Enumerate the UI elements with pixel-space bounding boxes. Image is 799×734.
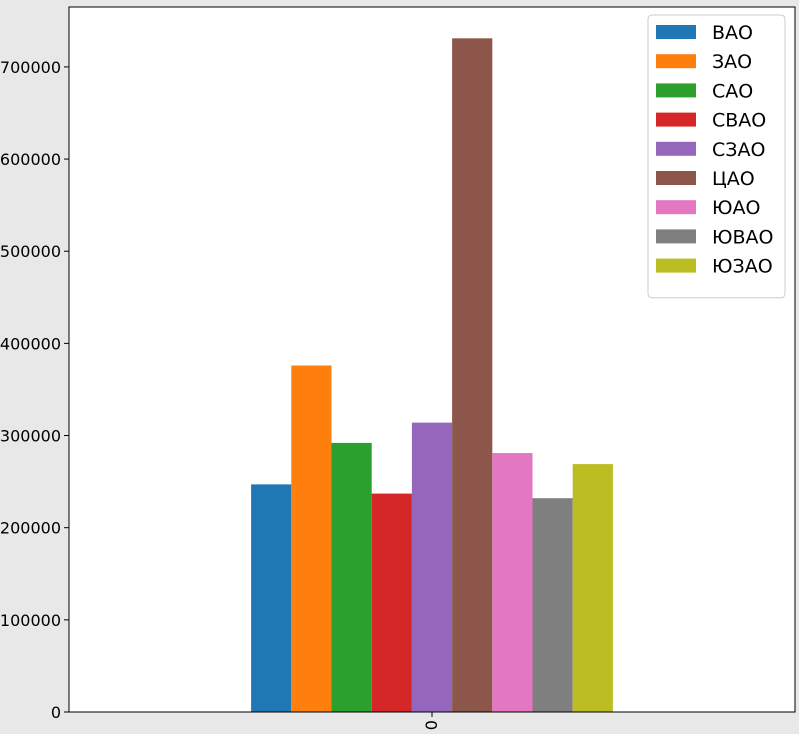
legend-swatch-9 (656, 258, 696, 273)
bar-8 (532, 498, 573, 712)
bar-1 (251, 484, 292, 712)
legend-label-6: ЦАО (712, 168, 755, 190)
legend-label-2: ЗАО (712, 51, 752, 73)
legend-label-8: ЮВАО (712, 226, 774, 248)
legend-swatch-2 (656, 54, 696, 69)
y-tick-label-4: 400000 (0, 334, 61, 353)
bars-group (251, 38, 613, 712)
legend-swatch-4 (656, 112, 696, 127)
y-tick-label-2: 200000 (0, 519, 61, 538)
bar-9 (572, 464, 613, 712)
bar-4 (371, 493, 412, 712)
legend: ВАО ЗАО САО СВАО СЗАО ЦАО ЮАО ЮВАО ЮЗАО (647, 14, 786, 299)
legend-label-1: ВАО (712, 22, 753, 44)
x-axis: 0 (422, 712, 441, 730)
bar-6 (452, 38, 493, 712)
bar-5 (411, 422, 453, 712)
y-tick-label-6: 600000 (0, 150, 61, 169)
y-tick-label-3: 300000 (0, 427, 61, 446)
y-tick-label-7: 700000 (0, 58, 61, 77)
legend-swatch-8 (656, 229, 696, 244)
x-tick-label-0: 0 (422, 720, 441, 730)
y-tick-label-1: 100000 (0, 611, 61, 630)
legend-label-5: СЗАО (712, 139, 765, 161)
y-tick-label-5: 500000 (0, 242, 61, 261)
legend-swatch-7 (656, 200, 696, 215)
legend-label-7: ЮАО (712, 197, 760, 219)
y-tick-label-0: 0 (51, 703, 61, 722)
legend-swatch-1 (656, 25, 696, 39)
bar-3 (331, 442, 372, 712)
bar-2 (291, 365, 332, 712)
legend-swatch-6 (656, 171, 696, 185)
legend-label-3: САО (712, 80, 753, 102)
legend-label-4: СВАО (712, 110, 766, 132)
legend-label-9: ЮЗАО (712, 256, 773, 278)
bar-7 (492, 453, 533, 712)
legend-swatch-5 (656, 141, 696, 156)
y-axis: 0 100000 200000 300000 400000 500000 600000 700… (0, 58, 69, 722)
legend-swatch-3 (656, 83, 696, 98)
